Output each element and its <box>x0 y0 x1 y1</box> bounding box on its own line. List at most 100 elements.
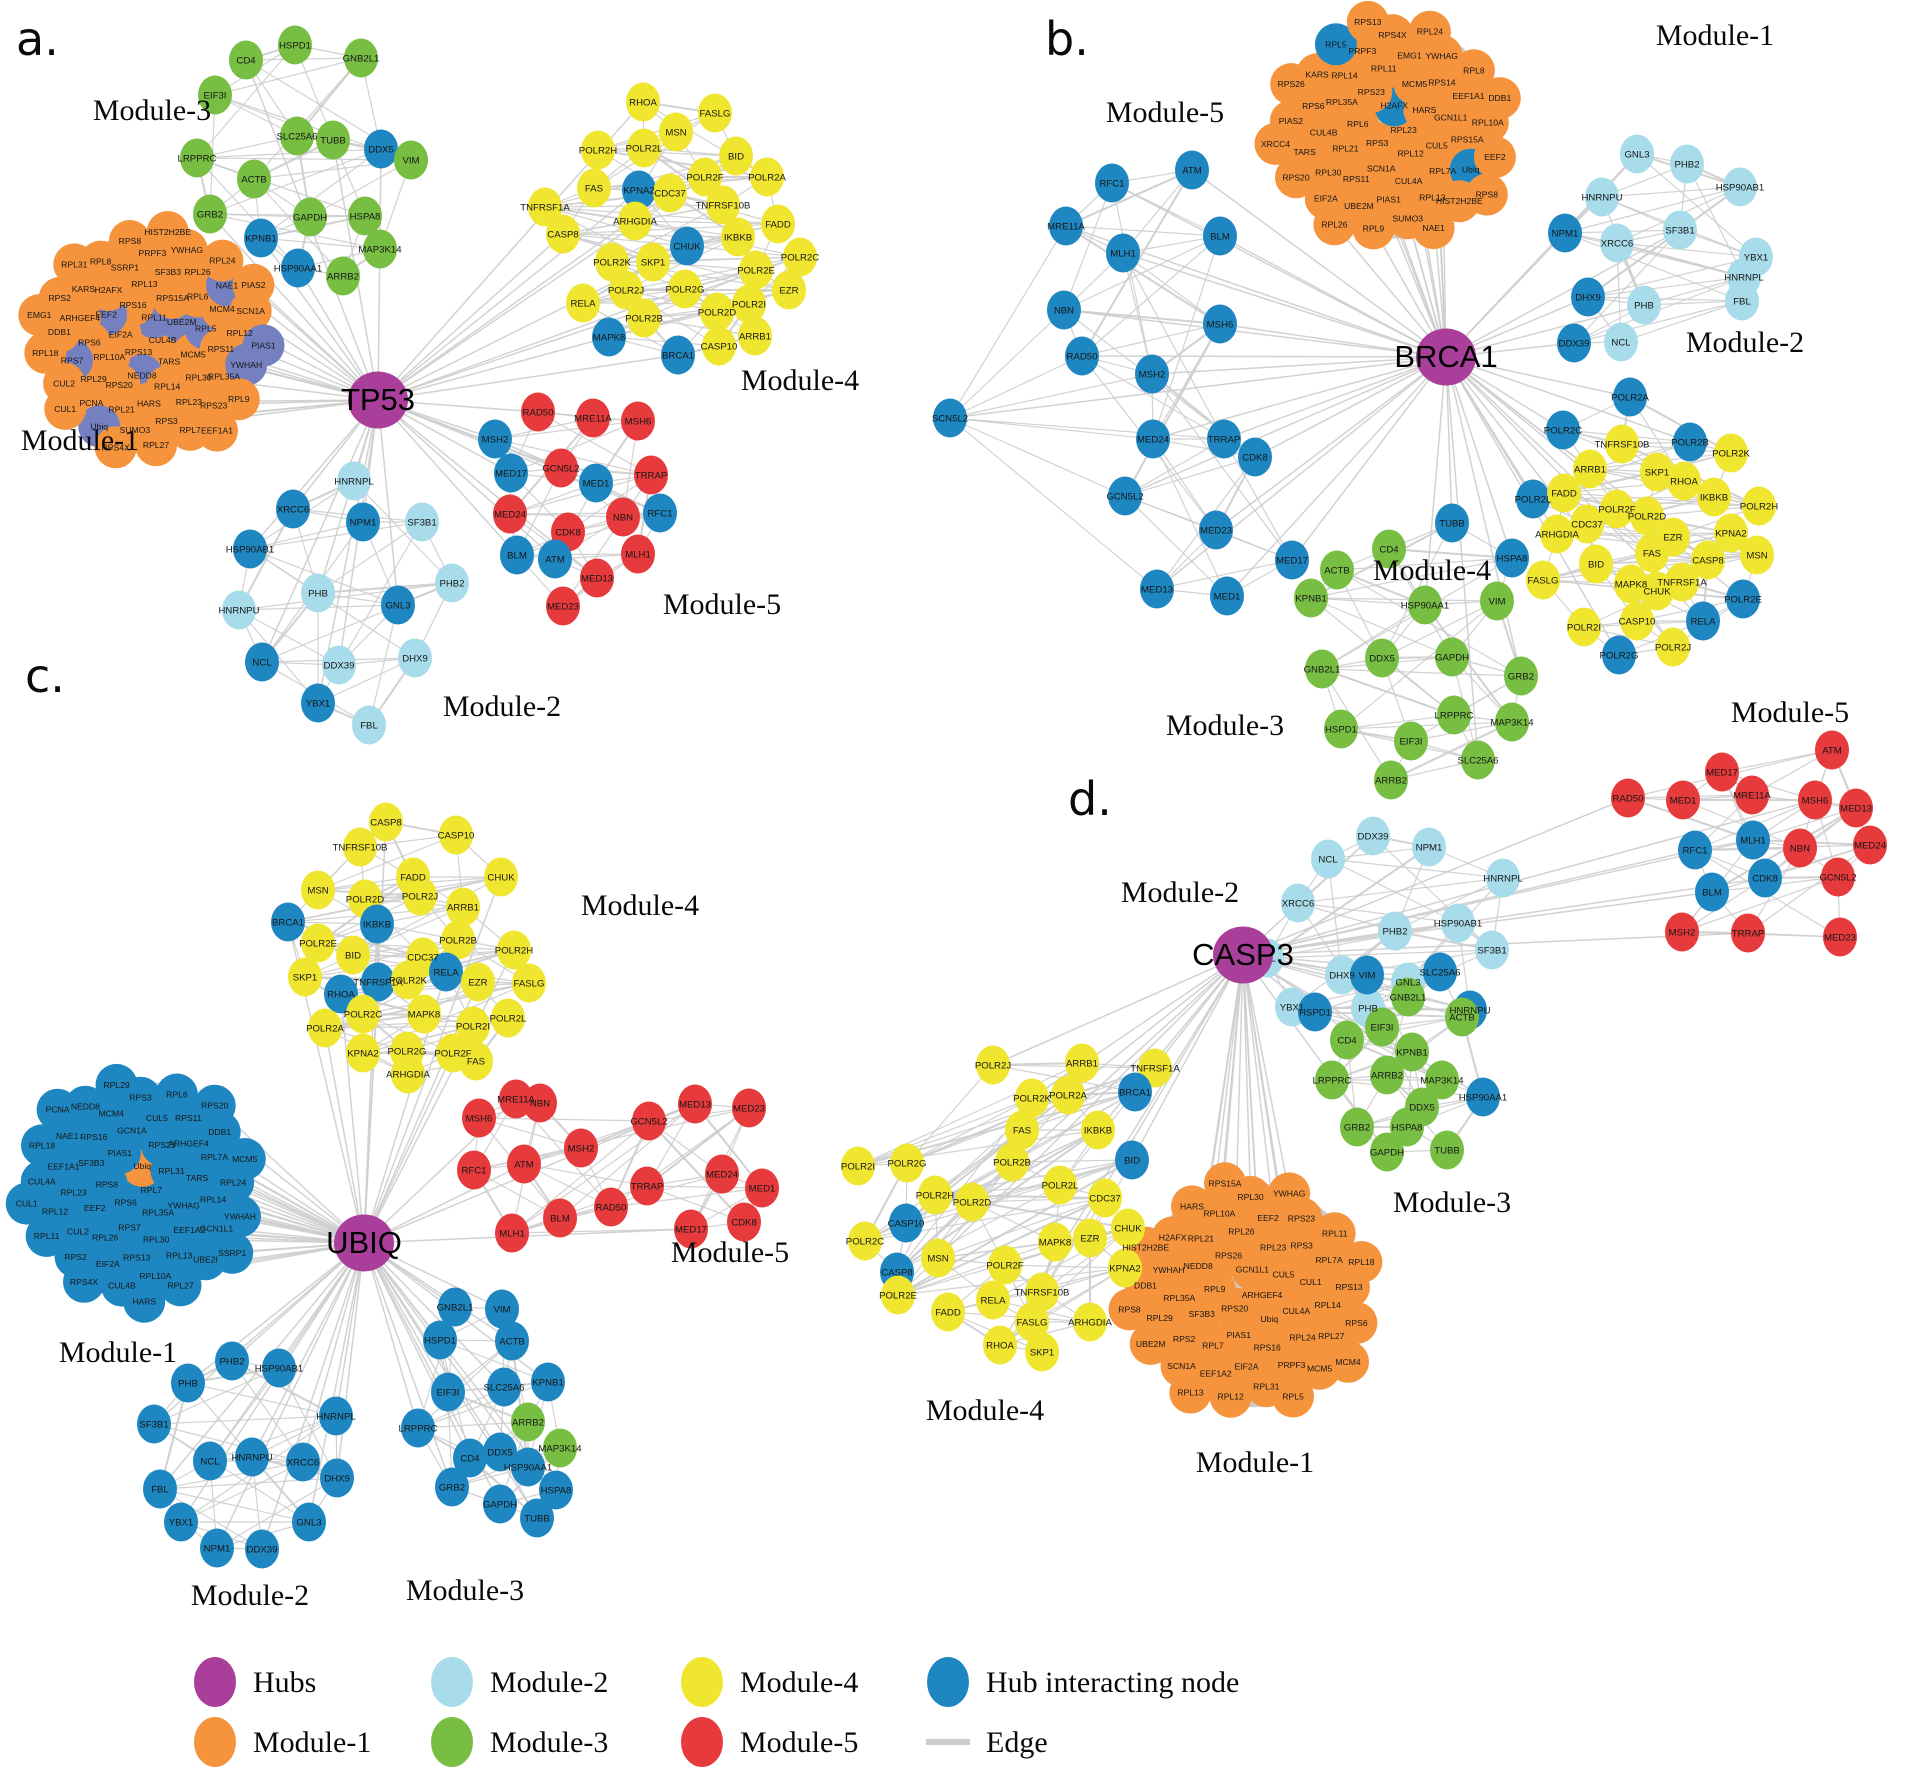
node-rps4x[interactable] <box>63 1260 105 1303</box>
node-arrb2[interactable] <box>511 1402 545 1442</box>
node-hist2h2be[interactable] <box>146 211 189 253</box>
node-mcm4[interactable] <box>1327 1340 1369 1383</box>
node-kpna2[interactable] <box>346 1033 380 1073</box>
node-vim[interactable] <box>1480 581 1514 621</box>
node-cul1[interactable] <box>44 387 87 430</box>
node-med24[interactable] <box>493 494 527 534</box>
node-arrb2[interactable] <box>1370 1055 1404 1095</box>
node-rad50[interactable] <box>1611 778 1645 818</box>
node-mapk8[interactable] <box>592 317 626 357</box>
node-dhx9[interactable] <box>320 1458 354 1498</box>
node-rad50[interactable] <box>1065 336 1099 376</box>
node-cdc37[interactable] <box>653 173 687 213</box>
node-faslg[interactable] <box>698 93 732 133</box>
node-cdk8[interactable] <box>1238 437 1272 477</box>
node-polr2c[interactable] <box>346 994 380 1034</box>
node-hspd1[interactable] <box>1324 709 1358 749</box>
node-phb[interactable] <box>301 573 335 613</box>
node-rps26[interactable] <box>1270 63 1313 106</box>
node-ezr[interactable] <box>1073 1218 1107 1258</box>
node-eef1a1[interactable] <box>196 409 238 452</box>
node-casp8[interactable] <box>1691 540 1725 580</box>
node-polr2i[interactable] <box>841 1146 875 1186</box>
node-bid[interactable] <box>1579 544 1613 584</box>
node-brca1[interactable] <box>661 335 695 375</box>
node-mlh1[interactable] <box>1106 233 1140 273</box>
node-rpl26[interactable] <box>1313 203 1356 246</box>
node-polr2g[interactable] <box>1602 635 1636 675</box>
node-polr2i[interactable] <box>456 1006 490 1046</box>
node-trrap[interactable] <box>634 455 668 495</box>
node-rpl24[interactable] <box>1408 10 1451 53</box>
node-mre11a[interactable] <box>1049 206 1083 246</box>
node-polr2i[interactable] <box>1567 607 1601 647</box>
node-tnfrsf1a[interactable] <box>361 962 395 1002</box>
node-polr2a[interactable] <box>750 157 784 197</box>
node-gapdh[interactable] <box>483 1484 517 1524</box>
node-rhoa[interactable] <box>1667 461 1701 501</box>
node-skp1[interactable] <box>288 957 322 997</box>
node-slc25a6[interactable] <box>487 1367 521 1407</box>
node-polr2b[interactable] <box>1673 422 1707 462</box>
node-rela[interactable] <box>566 283 600 323</box>
node-mlh1[interactable] <box>1736 820 1770 860</box>
node-msh6[interactable] <box>462 1098 496 1138</box>
hub-node-casp3[interactable] <box>1213 926 1273 984</box>
node-rps20[interactable] <box>1275 156 1317 199</box>
node-ikbkb[interactable] <box>360 904 394 944</box>
node-hnrnpu[interactable] <box>235 1437 269 1477</box>
node-cul1[interactable] <box>5 1182 48 1225</box>
node-kpnb1[interactable] <box>1395 1032 1429 1072</box>
node-rad50[interactable] <box>594 1187 628 1227</box>
node-polr2a[interactable] <box>308 1008 342 1048</box>
node-rpl18[interactable] <box>21 1124 63 1167</box>
node-gnl3[interactable] <box>292 1502 326 1542</box>
node-kpnb1[interactable] <box>531 1362 565 1402</box>
node-phb2[interactable] <box>435 563 469 603</box>
node-brca1[interactable] <box>271 902 305 942</box>
node-xrcc6[interactable] <box>1600 223 1634 263</box>
node-rpl6[interactable] <box>155 1073 198 1116</box>
node-polr2e[interactable] <box>739 250 773 290</box>
node-phb2[interactable] <box>215 1341 249 1381</box>
node-polr2i[interactable] <box>732 284 766 324</box>
node-med23[interactable] <box>732 1088 766 1128</box>
node-chuk[interactable] <box>484 857 518 897</box>
node-msh6[interactable] <box>621 401 655 441</box>
hub-node-tp53[interactable] <box>348 371 408 429</box>
node-polr2k[interactable] <box>1714 433 1748 473</box>
node-rpl24[interactable] <box>201 239 244 282</box>
node-arrb1[interactable] <box>1573 449 1607 489</box>
node-polr2h[interactable] <box>1742 486 1776 526</box>
node-rfc1[interactable] <box>1095 163 1129 203</box>
node-polr2h[interactable] <box>581 130 615 170</box>
node-gcn5l2[interactable] <box>544 448 578 488</box>
node-polr2c[interactable] <box>848 1221 882 1261</box>
node-polr2l[interactable] <box>1043 1165 1077 1205</box>
node-ikbkb[interactable] <box>1081 1110 1115 1150</box>
node-pias1[interactable] <box>242 324 285 367</box>
node-med17[interactable] <box>674 1209 708 1249</box>
node-casp10[interactable] <box>702 326 736 366</box>
node-skp1[interactable] <box>1025 1332 1059 1372</box>
node-ssrp1[interactable] <box>211 1231 254 1274</box>
node-rela[interactable] <box>1686 601 1720 641</box>
node-gnb2l1[interactable] <box>438 1287 472 1327</box>
node-map3k14[interactable] <box>1425 1060 1459 1100</box>
node-npm1[interactable] <box>1412 827 1446 867</box>
node-polr2g[interactable] <box>890 1143 924 1183</box>
node-arhgdia[interactable] <box>618 201 652 241</box>
node-ddb1[interactable] <box>1478 77 1521 120</box>
node-nbn[interactable] <box>1783 828 1817 868</box>
node-ncl[interactable] <box>1311 839 1345 879</box>
node-hsp90aa1[interactable] <box>511 1447 545 1487</box>
node-med24[interactable] <box>1853 825 1887 865</box>
node-nbn[interactable] <box>606 497 640 537</box>
node-slc25a6[interactable] <box>1461 740 1495 780</box>
node-cd4[interactable] <box>1372 529 1406 569</box>
node-eif3i[interactable] <box>1365 1007 1399 1047</box>
node-med17[interactable] <box>1705 752 1739 792</box>
node-hspd1[interactable] <box>1298 992 1332 1032</box>
node-arrb1[interactable] <box>1065 1043 1099 1083</box>
node-kpnb1[interactable] <box>1294 578 1328 618</box>
